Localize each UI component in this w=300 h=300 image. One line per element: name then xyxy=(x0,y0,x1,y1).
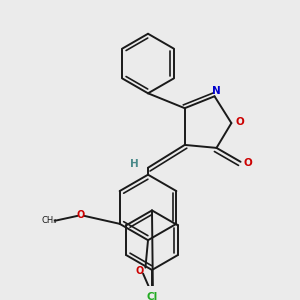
Text: Cl: Cl xyxy=(146,292,158,300)
Text: O: O xyxy=(244,158,252,168)
Text: O: O xyxy=(236,117,245,127)
Text: CH₃: CH₃ xyxy=(41,216,57,225)
Text: O: O xyxy=(136,266,144,276)
Text: H: H xyxy=(130,159,139,169)
Text: N: N xyxy=(212,86,220,96)
Text: O: O xyxy=(76,210,84,220)
